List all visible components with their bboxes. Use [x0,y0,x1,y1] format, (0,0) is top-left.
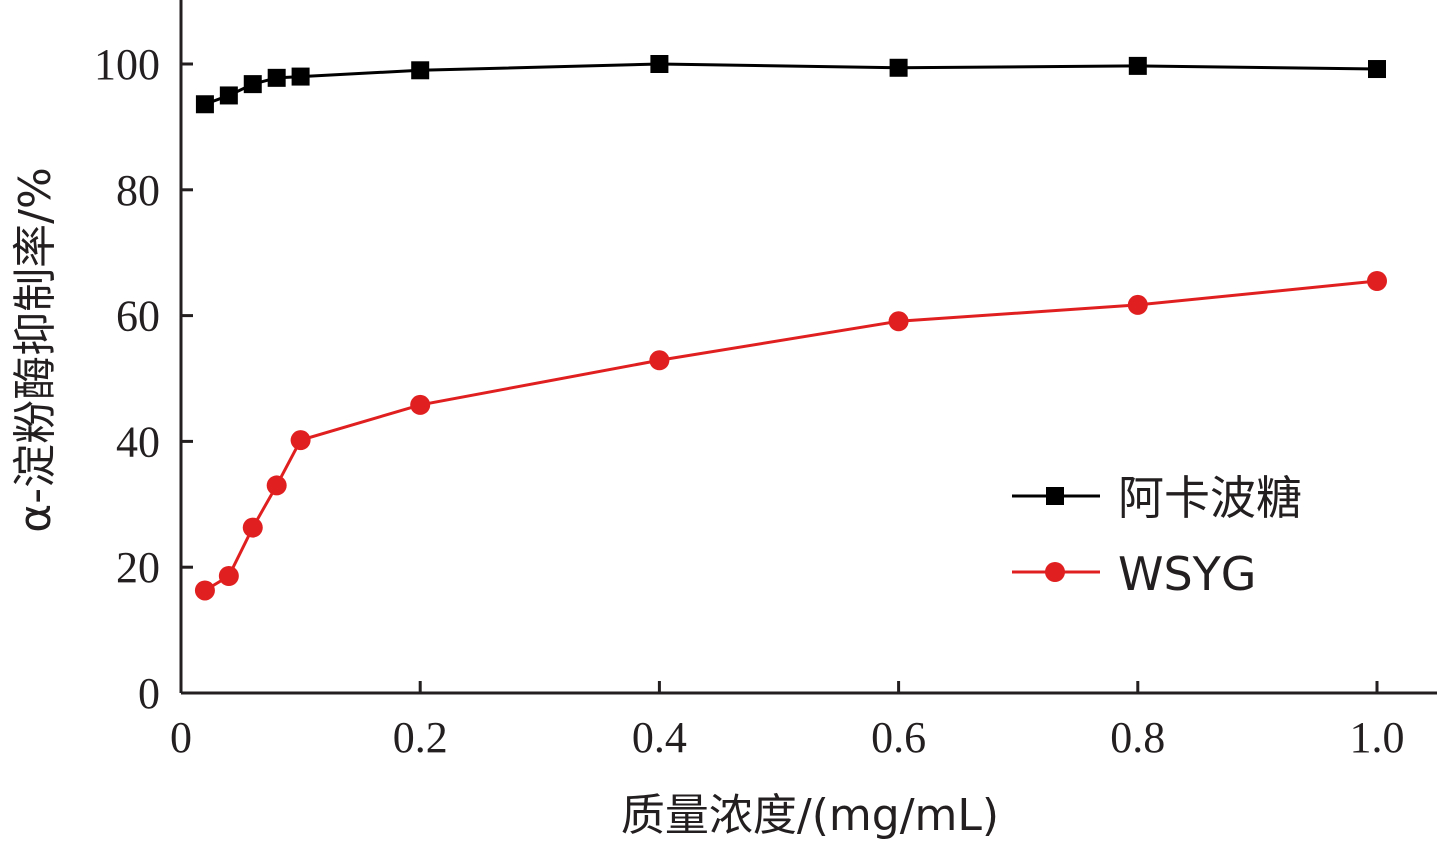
data-point-acarbose [411,61,430,80]
data-point-acarbose [291,67,310,86]
data-point-wsyg [649,350,670,371]
x-axis-title: 质量浓度/(mg/mL) [621,790,999,841]
data-point-wsyg [194,580,215,601]
series-layer [194,55,1387,601]
data-point-acarbose [1368,60,1386,79]
x-tick-label: 0.6 [871,713,926,762]
y-tick-label: 60 [116,292,160,341]
data-point-wsyg [218,566,239,587]
data-point-acarbose [243,75,262,94]
legend-marker-acarbose [1046,487,1064,505]
x-tick-label: 0.4 [632,713,687,762]
data-point-acarbose [650,55,669,73]
data-point-acarbose [267,68,286,87]
y-tick-label: 40 [116,417,160,466]
y-axis-title: α-淀粉酶抑制率/% [10,167,61,533]
legend: 阿卡波糖 WSYG [1012,471,1302,601]
data-point-wsyg [888,311,909,332]
data-point-acarbose [195,95,214,114]
x-tick-label: 0.8 [1110,713,1165,762]
series-line-acarbose [204,62,1378,106]
y-tick-label: 100 [94,40,160,89]
data-point-wsyg [242,517,263,538]
x-tick-label: 0.2 [393,713,448,762]
data-point-wsyg [290,430,311,451]
data-point-acarbose [1128,56,1147,75]
data-point-wsyg [266,475,287,496]
legend-label-acarbose: 阿卡波糖 [1118,471,1302,525]
series-line-wsyg [204,279,1378,592]
y-tick-label: 0 [138,669,160,718]
y-tick-label: 20 [116,543,160,592]
data-point-wsyg [1367,271,1387,292]
y-tick-label: 80 [116,166,160,215]
data-point-acarbose [219,86,238,105]
data-point-acarbose [889,58,908,77]
axes [179,0,1437,695]
ticks: 0 0.2 0.4 0.6 0.8 1.0 0 20 40 60 80 100 [94,40,1405,762]
legend-marker-wsyg [1045,562,1065,582]
x-tick-label: 0 [170,713,192,762]
data-point-wsyg [1127,294,1148,315]
legend-label-wsyg: WSYG [1118,547,1256,601]
data-point-wsyg [410,394,431,415]
x-tick-label: 1.0 [1350,713,1405,762]
